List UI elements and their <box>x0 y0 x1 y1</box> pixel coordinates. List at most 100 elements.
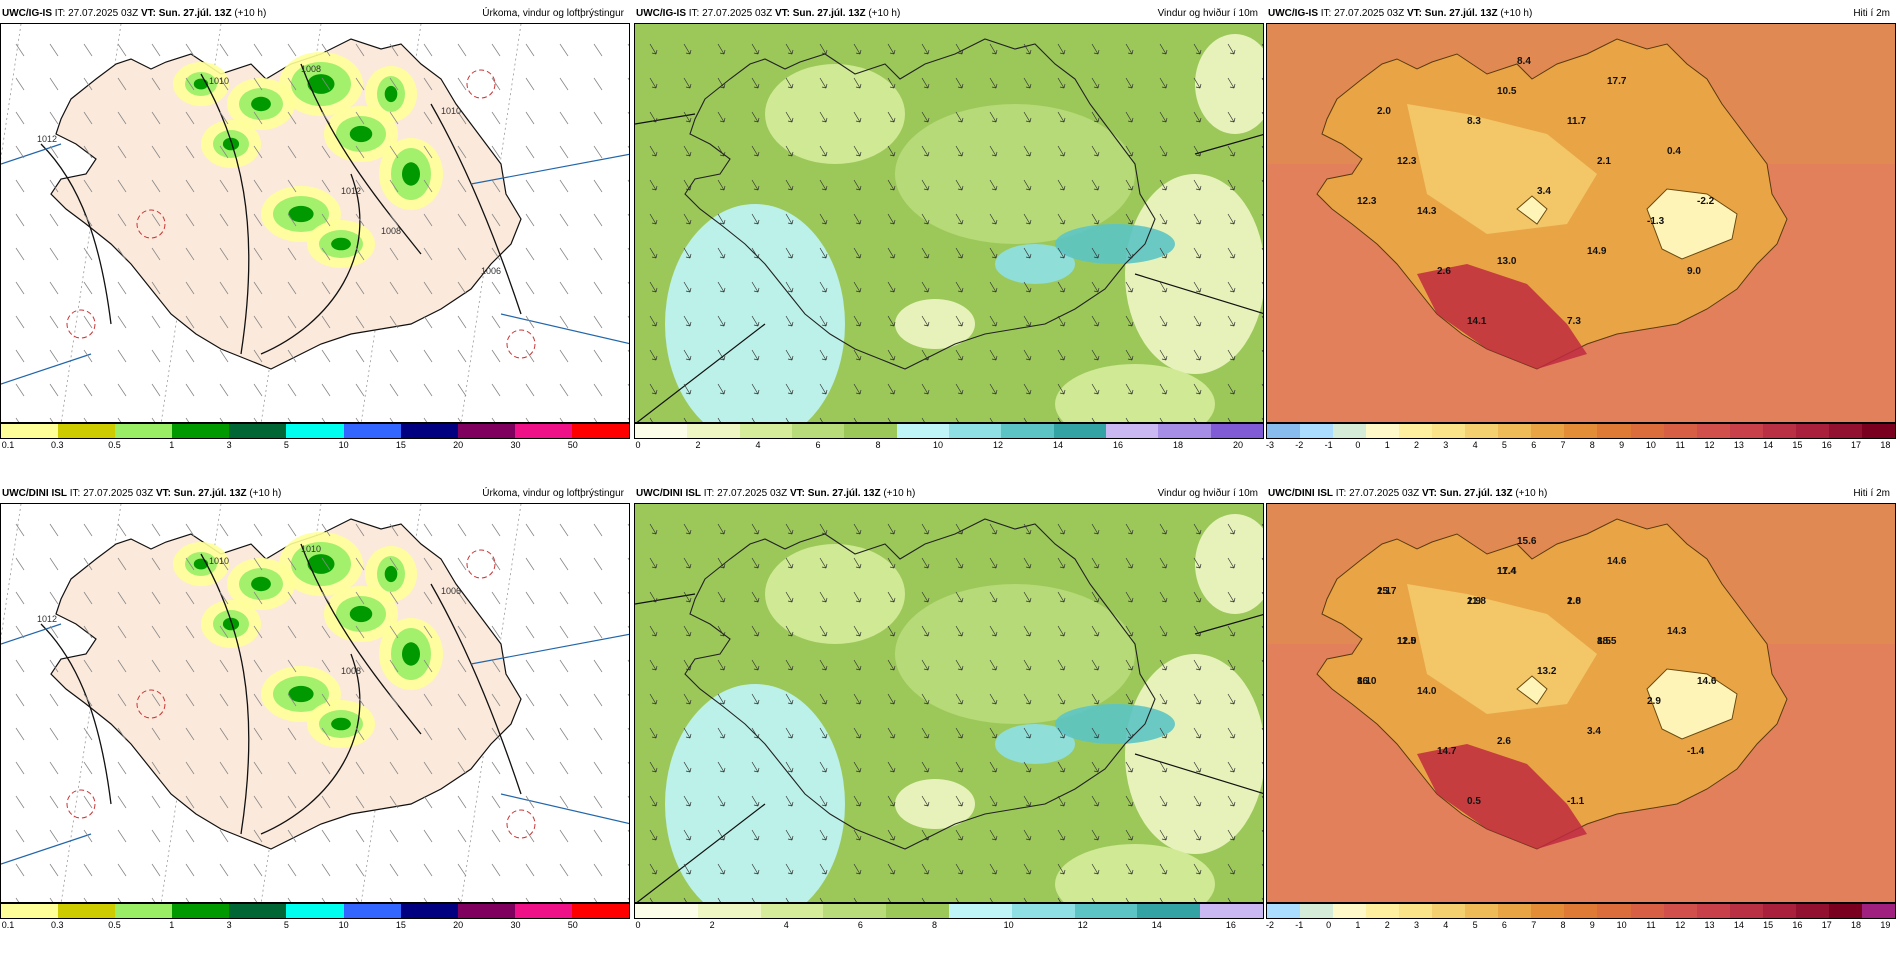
grid-line <box>636 323 766 422</box>
model-name: UWC/IG-IS <box>2 8 52 19</box>
temperature-label: 3.4 <box>1537 186 1551 197</box>
wind-arrow <box>955 557 964 569</box>
wind-arrow <box>853 863 862 875</box>
wind-arrow <box>1057 111 1066 123</box>
map-view[interactable]: 2.0 12.3 12.3 8.3 10.5 11.7 2.1 3.4 2.6 14.9 13.0 1… <box>1266 23 1896 423</box>
legend-tick-label: 14 <box>1151 920 1162 930</box>
wind-barb <box>593 77 603 91</box>
temperature-label: 2.1 <box>1377 586 1391 597</box>
wind-barb <box>389 591 399 605</box>
wind-barb <box>185 281 195 295</box>
legend-swatch <box>697 904 761 918</box>
wind-barb <box>151 383 161 397</box>
wind-barb <box>525 591 535 605</box>
wind-arrow <box>717 693 726 705</box>
map-view[interactable]: 1012 1010 1008 1012 1010 1006 1008 <box>0 23 630 423</box>
wind-arrow <box>1023 625 1032 637</box>
wind-arrow <box>819 281 828 293</box>
wind-arrow <box>955 145 964 157</box>
wind-barb <box>49 145 59 159</box>
wind-arrow <box>649 383 658 395</box>
legend-swatch <box>1465 904 1499 918</box>
wind-speed-area <box>1055 224 1175 264</box>
wind-barb <box>219 43 229 57</box>
temperature-label: 15.7 <box>1377 586 1397 597</box>
wind-arrow <box>1057 179 1066 191</box>
wind-barb <box>117 77 127 91</box>
wind-barb <box>559 315 569 329</box>
wind-barb <box>355 727 365 741</box>
wind-barb <box>423 77 433 91</box>
wind-arrow <box>751 111 760 123</box>
temp-contour <box>66 309 96 339</box>
wind-arrow <box>921 111 930 123</box>
wind-arrow <box>1023 897 1027 902</box>
wind-barb <box>15 281 25 295</box>
temperature-label: -1.1 <box>1567 796 1585 807</box>
legend-swatch <box>172 424 230 438</box>
wind-barb <box>15 111 25 125</box>
wind-barb <box>253 213 263 227</box>
wind-arrow <box>1227 795 1236 807</box>
wind-barb <box>321 591 331 605</box>
wind-arrow <box>1159 77 1168 89</box>
wind-barb <box>491 659 501 673</box>
map-view[interactable] <box>634 23 1264 423</box>
wind-barb <box>491 897 496 902</box>
wind-barb <box>525 659 535 673</box>
wind-barb <box>15 315 25 329</box>
wind-arrow <box>1159 111 1168 123</box>
wind-arrow <box>1091 315 1100 327</box>
legend-tick-label: 0 <box>635 440 641 450</box>
wind-barb <box>219 863 229 877</box>
wind-barb <box>117 523 127 537</box>
wind-barb <box>559 761 569 775</box>
wind-arrow <box>649 897 653 902</box>
wind-speed-area <box>995 724 1075 764</box>
legend-swatch <box>1630 904 1664 918</box>
wind-arrow <box>649 795 658 807</box>
map-view[interactable] <box>634 503 1264 903</box>
wind-barb <box>355 625 365 639</box>
precip-core <box>307 74 335 94</box>
wind-barb <box>491 863 501 877</box>
wind-barb <box>151 863 161 877</box>
wind-arrow <box>1159 179 1168 191</box>
wind-barb <box>83 659 93 673</box>
wind-barb <box>423 761 433 775</box>
legend-tick-label: 4 <box>1443 920 1449 930</box>
wind-barb <box>117 897 122 902</box>
legend-swatch <box>571 424 630 438</box>
wind-arrow <box>955 795 964 807</box>
temperature-label: 17.4 <box>1497 566 1517 577</box>
grid-line <box>1 353 92 385</box>
map-view[interactable]: 2.1 11.5 8.1 2.9 11.4 1.0 8.5 13.2 14.7 3.4 2.6 14.… <box>1266 503 1896 903</box>
wind-arrow <box>649 77 658 89</box>
wind-barb <box>83 523 93 537</box>
legend-ticks: 0.1 0.3 0.5 1 3 5 10 15 20 30 50 <box>0 439 630 453</box>
map-view[interactable]: 1012 1010 1010 1008 1006 <box>0 503 630 903</box>
wind-arrow <box>649 761 658 773</box>
wind-barb <box>559 77 569 91</box>
wind-barb <box>117 591 127 605</box>
wind-arrow <box>1159 213 1168 225</box>
wind-speed-area <box>895 299 975 349</box>
wind-barb <box>389 659 399 673</box>
wind-barb <box>491 111 501 125</box>
legend-tick-label: 20 <box>1232 440 1244 450</box>
wind-barb <box>321 829 331 843</box>
wind-arrow <box>751 43 760 55</box>
wind-arrow <box>1023 213 1032 225</box>
wind-arrow <box>1227 213 1236 225</box>
wind-barb <box>49 213 59 227</box>
wind-barb <box>117 213 127 227</box>
wind-barb <box>117 179 127 193</box>
wind-arrow <box>1057 897 1061 902</box>
valid-time: Sun. 27.júl. 13Z <box>807 488 881 499</box>
legend-swatch <box>1137 904 1201 918</box>
wind-arrow <box>1227 727 1236 739</box>
wind-barb <box>457 77 467 91</box>
wind-barb <box>355 417 360 422</box>
wind-arrow <box>1057 349 1066 361</box>
wind-arrow <box>887 557 896 569</box>
